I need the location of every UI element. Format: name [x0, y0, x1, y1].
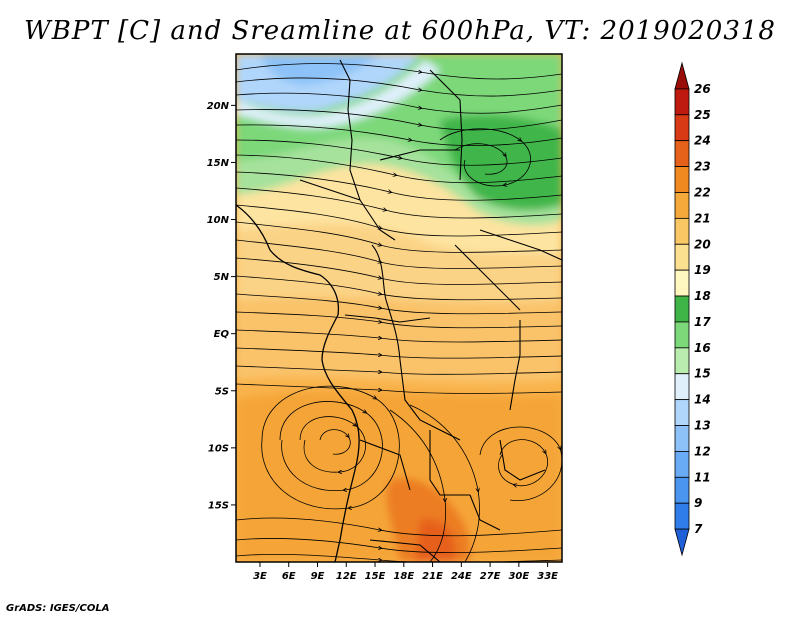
lon-label: 24E	[451, 571, 472, 582]
lat-label: 15S	[208, 500, 229, 511]
colorbar-segment	[674, 243, 690, 271]
colorbar-label: 16	[694, 341, 711, 355]
lon-label: 9E	[311, 571, 325, 582]
colorbar-label: 25	[694, 108, 711, 122]
lat-label: 10N	[207, 215, 230, 226]
colorbar-segment	[674, 88, 690, 116]
lat-label: 10S	[208, 443, 229, 454]
colorbar-segment	[674, 373, 690, 401]
colorbar-label: 23	[694, 160, 711, 174]
colorbar-label: 24	[694, 134, 711, 148]
colorbar-segment	[674, 399, 690, 426]
lon-label: 6E	[282, 571, 296, 582]
colorbar-label: 12	[694, 444, 711, 458]
lon-label: 30E	[508, 571, 529, 582]
colorbar-segment	[674, 451, 690, 478]
colorbar-label: 19	[694, 263, 711, 277]
map-title: WBPT [C] and Sreamline at 600hPa, VT: 20…	[24, 16, 776, 46]
colorbar-label: 26	[694, 82, 711, 96]
latitude-axis: 20N 15N 10N 5N EQ 5S 10S 15S	[207, 101, 236, 511]
colorbar-label: 14	[694, 393, 711, 407]
lon-label: 27E	[480, 571, 501, 582]
colorbar-label: 11	[694, 470, 711, 484]
colorbar-segment	[674, 114, 690, 142]
colorbar-label: 18	[694, 289, 711, 303]
lon-label: 3E	[253, 571, 267, 582]
lat-label: EQ	[214, 329, 230, 340]
colorbar-segment	[674, 269, 690, 297]
plot-frame	[235, 53, 563, 563]
credit-text: GrADS: IGES/COLA	[6, 603, 110, 614]
colorbar-segment	[674, 476, 690, 504]
colorbar-label: 7	[694, 522, 703, 536]
colorbar-segment	[674, 528, 690, 557]
colorbar-segment	[674, 217, 690, 245]
lon-label: 18E	[393, 571, 414, 582]
lon-label: 12E	[336, 571, 357, 582]
lat-label: 5S	[215, 386, 229, 397]
colorbar-label: 9	[694, 496, 702, 510]
colorbar-label: 22	[694, 185, 711, 199]
colorbar-segment	[674, 321, 690, 349]
lat-label: 5N	[214, 272, 230, 283]
colorbar-label: 15	[694, 367, 711, 381]
colorbar-segment	[674, 347, 690, 375]
colorbar-label: 13	[694, 419, 711, 433]
wbpt-shading	[236, 54, 562, 562]
colorbar-segment	[674, 61, 690, 90]
colorbar-segment	[674, 502, 690, 530]
colorbar-segment	[674, 166, 690, 193]
colorbar-segment	[674, 425, 690, 452]
lat-label: 15N	[207, 158, 230, 169]
colorbar-segment	[674, 295, 690, 323]
lon-label: 15E	[365, 571, 386, 582]
longitude-axis: 3E 6E 9E 12E 15E 18E 21E 24E 27E 30E 33E	[253, 562, 558, 582]
lon-label: 21E	[422, 571, 443, 582]
boundaries	[236, 59, 562, 562]
colorbar-segment	[674, 140, 690, 167]
colorbar-segment	[674, 192, 690, 219]
lat-label: 20N	[207, 101, 230, 112]
colorbar-label: 21	[694, 211, 711, 225]
colorbar-label: 20	[694, 237, 711, 251]
streamlines	[236, 63, 562, 562]
colorbar: 7 9 11 12 13 14 15 16 17 18 19 20 21 22 23 24 25 26	[674, 61, 711, 557]
lon-label: 33E	[537, 571, 558, 582]
colorbar-label: 17	[694, 315, 711, 329]
